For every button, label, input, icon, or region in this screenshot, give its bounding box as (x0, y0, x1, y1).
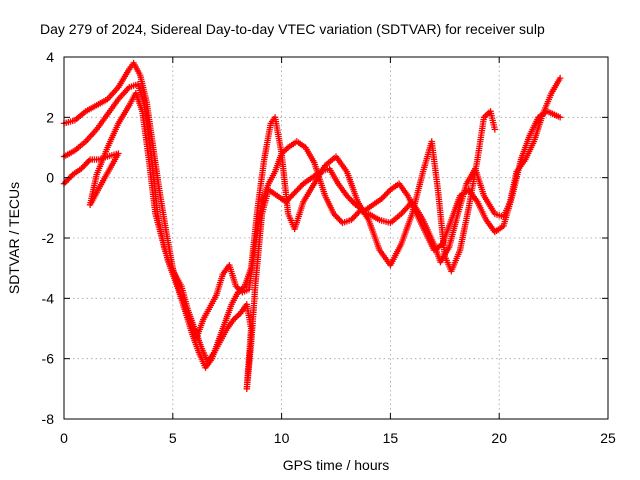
y-tick-label: 0 (46, 170, 54, 186)
data-layer (60, 59, 564, 393)
series-line (63, 92, 561, 390)
x-tick-label: 0 (60, 430, 68, 446)
series-track-c (60, 90, 564, 393)
data-point (491, 126, 499, 133)
x-tick-label: 15 (383, 430, 399, 446)
x-tick-label: 25 (600, 430, 616, 446)
y-axis-title: SDTVAR / TECUs (6, 182, 22, 294)
y-tick-label: -4 (42, 290, 55, 306)
y-tick-label: -2 (42, 230, 55, 246)
x-tick-label: 10 (274, 430, 290, 446)
x-tick-label: 20 (491, 430, 507, 446)
chart-title: Day 279 of 2024, Sidereal Day-to-day VTE… (40, 21, 545, 37)
y-tick-label: 4 (46, 49, 54, 65)
y-tick-label: -8 (42, 411, 55, 427)
axes: 0 5 10 15 20 25 -8 -6 -4 -2 0 2 4 (42, 49, 616, 446)
y-tick-label: -6 (42, 351, 55, 367)
x-axis-title: GPS time / hours (283, 457, 390, 473)
y-tick-label: 2 (46, 109, 54, 125)
data-point (556, 114, 564, 121)
data-point (556, 74, 564, 82)
x-tick-label: 5 (169, 430, 177, 446)
